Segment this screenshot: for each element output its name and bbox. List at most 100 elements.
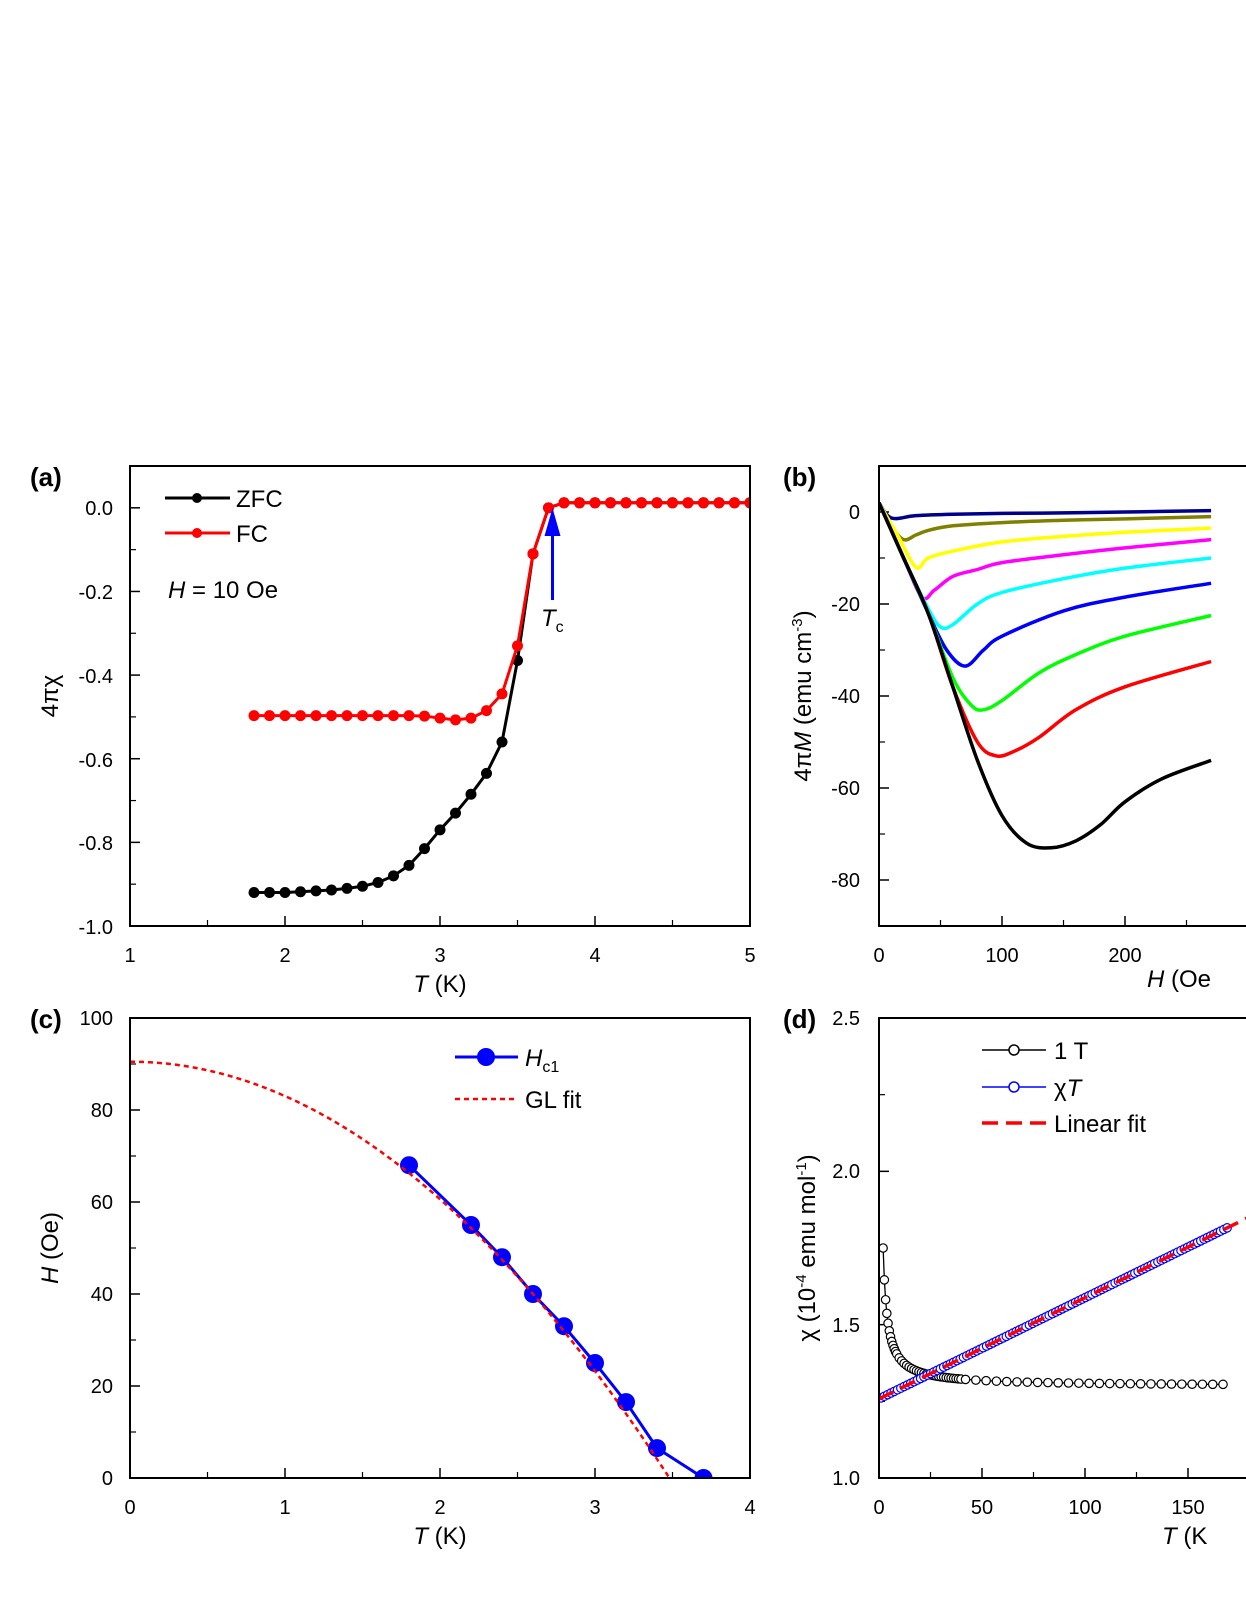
panel-c-x-tick-labels: 0 1 2 3 4 [124,1497,755,1519]
panel-a-y-axis-label: 4πχ [37,674,64,717]
legend-gl-label: GL fit [525,1087,582,1114]
panel-d-y-tick-label: 2.5 [832,1008,860,1030]
panel-d-x-tick-label: 100 [1068,1497,1101,1519]
legend-fc-marker [192,528,202,538]
chi-1t-point [1084,1378,1094,1389]
panel-a-series [248,497,750,899]
legend-fc-label: FC [236,521,268,548]
hc1-point [555,1317,573,1336]
chi-1t-point [1156,1379,1167,1389]
chi-1t-point [1177,1379,1187,1389]
fc-point [388,710,399,722]
hc1-point [648,1439,666,1458]
chi-1t-point [1146,1379,1156,1389]
panel-b-label: (b) [783,462,816,492]
legend-hc1-label: Hc1 [525,1045,559,1076]
panel-d-x-tick-label: 150 [1171,1497,1204,1519]
panel-c-frame [129,1017,751,1479]
fc-point [357,710,368,722]
panel-b-series [879,501,1212,850]
panel-a-y-tick-label: -0.6 [79,750,113,772]
fc-point [341,710,353,722]
fc-point [558,497,570,509]
panel-a-x-tick-label: 4 [589,945,600,967]
chi-1t-point [1104,1378,1115,1389]
fc-point [636,497,647,509]
chi-1t-point [1053,1378,1064,1388]
panel-d-x-axis-label: T (K [1162,1523,1207,1550]
panel-a-x-tick-label: 1 [124,945,135,967]
zfc-point [388,870,399,882]
chi-1t-point [880,1294,891,1305]
fc-point [434,712,446,724]
zfc-point [419,843,430,855]
panel-d-y-axis-label: χ (10-4 emu mol-1) [793,1154,821,1341]
zfc-point [496,736,508,748]
fc-point [574,497,585,509]
fc-point [698,497,709,509]
zfc-point [403,859,415,871]
panel-b-y-tick-label: -40 [831,686,860,708]
panel-c-series [130,1060,713,1478]
panel-b-y-axis-label: 4πM (emu cm-3) [789,610,817,781]
panel-c-y-tick-label: 0 [102,1468,113,1490]
fc-point [527,548,539,560]
panel-c-y-axis-label: H (Oe) [37,1212,64,1284]
fc-point [729,497,740,509]
panel-c-y-tick-label: 20 [91,1376,113,1398]
panel-a-field-annotation: H = 10 Oe [168,577,278,604]
chi-1t-point [1218,1379,1228,1390]
fc-point [419,710,430,722]
mh-curve [879,501,1212,570]
panel-c-x-tick-label: 2 [434,1497,445,1519]
panel-c-y-tick-labels: 0 20 40 60 80 100 [80,1008,113,1490]
panel-c-label: (c) [30,1004,62,1034]
panel-b-x-tick-labels: 0 100 200 [873,945,1141,967]
chi-1t-point [1001,1376,1012,1387]
panel-c-x-axis-label: T (K) [413,1523,466,1550]
zfc-point [465,788,477,800]
legend-chiT-label: χT [1054,1075,1084,1102]
hc1-point [493,1248,511,1267]
panel-d-frame [878,1017,1246,1479]
panel-b-x-tick-label: 0 [873,945,884,967]
panel-a-y-tick-label: -0.2 [79,582,113,604]
panel-c-y-tick-label: 80 [91,1100,113,1122]
chi-1t-point [971,1375,981,1385]
fc-point [450,714,461,726]
panel-b-y-tick-label: -80 [831,870,860,892]
panel-b-x-axis-label: H (Oe [1147,966,1211,993]
fc-point [481,705,492,717]
panel-a: (a) 1 2 3 4 5 0.0 -0.2 -0.4 -0.6 -0.8 -1… [30,462,756,998]
legend-zfc-marker [192,493,202,503]
panel-c-y-tick-label: 40 [91,1284,113,1306]
chi-1t-point [879,1275,890,1285]
zfc-point [341,882,353,894]
panel-c-y-tick-label: 60 [91,1192,113,1214]
zfc-point [264,887,275,899]
legend-1t-marker [1008,1044,1020,1056]
panel-a-y-tick-label: -1.0 [79,917,113,939]
panel-a-y-tick-label: -0.4 [79,666,113,688]
fc-point [465,712,477,724]
panel-b-y-tick-labels: 0 -20 -40 -60 -80 [831,502,860,892]
panel-c-legend: Hc1 GL fit [455,1045,582,1114]
zfc-point [310,885,322,897]
chi-1t-point [1094,1378,1105,1389]
fc-point [620,497,632,509]
panel-a-x-tick-label: 2 [279,945,290,967]
hc1-point [694,1469,713,1478]
tc-annotation: Tc [541,605,564,636]
zfc-point [357,880,368,892]
legend-linear-label: Linear fit [1054,1111,1146,1138]
hc1-point [462,1216,480,1234]
fc-point [512,640,523,652]
fc-point [264,710,275,722]
zfc-point [295,886,306,898]
fc-point [744,497,750,509]
panel-c-x-tick-label: 3 [589,1497,600,1519]
chi-1t-point [1043,1377,1053,1388]
mh-curve [879,502,1212,758]
gl-fit-line [130,1060,671,1478]
